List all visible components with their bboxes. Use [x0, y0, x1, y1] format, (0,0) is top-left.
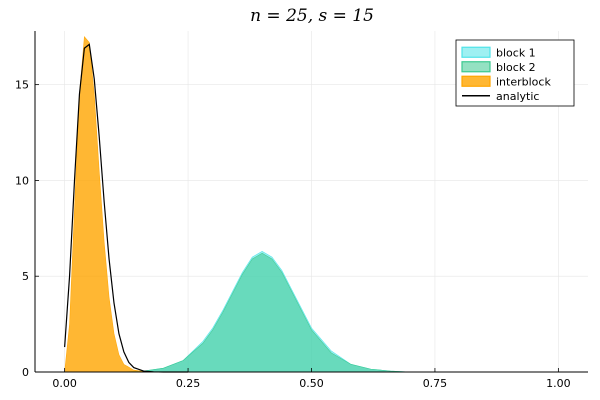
legend-label-interblock: interblock: [496, 75, 551, 88]
legend-label-block-1: block 1: [496, 46, 536, 59]
legend-swatch-block-1: [461, 46, 491, 58]
x-tick-label-2: 0.50: [299, 377, 324, 390]
legend-swatch-interblock: [461, 75, 491, 87]
x-tick-label-3: 0.75: [423, 377, 448, 390]
y-tick-label-3: 15: [15, 79, 29, 92]
plot-area: [64, 36, 411, 373]
tick-labels: 0.00 0.25 0.50 0.75 1.00 0 5 10 15: [15, 79, 571, 390]
x-tick-label-0: 0.00: [52, 377, 77, 390]
x-tick-label-4: 1.00: [546, 377, 571, 390]
y-tick-label-0: 0: [22, 366, 29, 379]
series-interblock-area: [64, 36, 154, 373]
x-tick-label-1: 0.25: [176, 377, 201, 390]
series-analytic-line: [64, 43, 189, 373]
y-tick-label-2: 10: [15, 174, 29, 187]
chart-title: n = 25, s = 15: [250, 6, 374, 26]
axes: [34, 31, 588, 373]
legend-label-analytic: analytic: [496, 90, 539, 103]
legend-label-block-2: block 2: [496, 61, 536, 74]
series-block-2-area: [123, 252, 411, 373]
legend-swatch-block-2: [461, 61, 491, 73]
y-tick-label-1: 5: [22, 270, 29, 283]
